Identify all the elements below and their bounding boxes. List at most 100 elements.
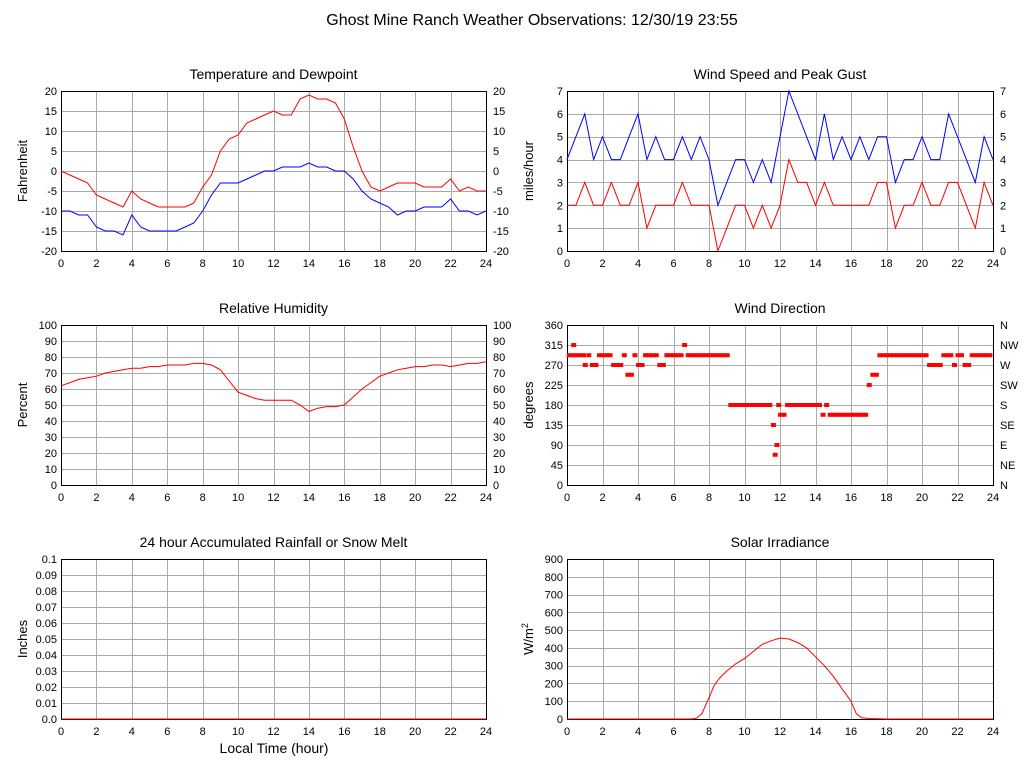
rain-y-axis-label: Inches [15,619,30,658]
temp-ytick-label-right: 15 [493,106,505,118]
dir-ytick-label: 360 [545,320,563,332]
dir-point [717,353,723,358]
wind-xtick-label: 6 [670,258,676,270]
temp-xtick-label: 10 [232,258,244,270]
dir-xtick-label: 12 [774,492,786,504]
rain-ytick-label: 0.05 [36,634,57,646]
dir-point [776,403,782,407]
dir-compass-label: SE [1000,420,1015,432]
dir-ytick-label: 270 [545,360,563,372]
wind-ytick-label: 4 [557,155,563,167]
dir-xtick-label: 4 [635,492,641,504]
dir-point [930,363,936,367]
wind-ytick-label: 6 [557,109,563,121]
rh-xtick-label: 16 [338,492,350,504]
dir-ytick-label: 225 [545,380,563,392]
dir-point [905,353,911,358]
x-axis-label: Local Time (hour) [220,740,329,756]
dir-point [948,353,954,358]
wind-xtick-label: 20 [916,258,928,270]
dir-frame [567,325,994,486]
solar-xtick-label: 16 [845,726,857,738]
rain-xtick-label: 24 [480,726,492,738]
dir-point [774,443,780,447]
solar-ytick-label: 300 [545,661,563,673]
rh-xtick-label: 14 [303,492,315,504]
wind-ytick-label: 1 [557,223,563,235]
rh-ytick-label: 30 [45,432,57,444]
dir-point [951,363,957,367]
dir-point [639,363,645,367]
wind-ytick-label: 0 [557,246,563,258]
wind-xtick-label: 10 [738,258,750,270]
rh-ytick-label: 60 [45,384,57,396]
temp-xtick-label: 16 [338,258,350,270]
rh-ytick-label: 10 [45,464,57,476]
dir-point [604,353,610,358]
temp-ytick-label-right: -5 [493,186,503,198]
rh-ytick-label: 20 [45,448,57,460]
dir-point [834,412,840,417]
rain-ytick-label: 0.06 [36,618,57,630]
wind-y-axis-label: miles/hour [521,140,536,201]
dir-point [827,412,833,417]
wind-xtick-label: 12 [774,258,786,270]
wind-xtick-label: 4 [635,258,641,270]
dir-point [607,353,613,358]
dir-point [756,403,762,407]
wind-ytick-label-right: 0 [1000,246,1006,258]
dir-point [788,403,794,407]
dir-point [767,403,773,407]
dir-point [849,412,854,417]
rh-xtick-label: 8 [200,492,206,504]
dir-point [941,353,947,358]
temp-ytick-label-right: -10 [493,206,509,218]
rain-ytick-label: 0.08 [36,586,57,598]
dir-point [749,403,755,407]
solar-xtick-label: 2 [599,726,605,738]
dir-point [934,363,940,367]
dir-point [710,353,716,358]
temp-ytick-label-right: 0 [493,166,499,178]
rh-ytick-label-right: 0 [493,480,499,492]
dir-ytick-label: 45 [551,460,563,472]
dir-point [856,412,862,417]
solar-ytick-label: 100 [545,696,563,708]
wind-xtick-label: 14 [809,258,821,270]
rh-xtick-label: 12 [267,492,279,504]
dir-point [566,353,572,358]
solar-series-line [567,637,993,720]
dir-point [912,353,918,358]
temp-xtick-label: 14 [303,258,315,270]
solar-xtick-label: 0 [564,726,570,738]
rain-ytick-label: 0.09 [36,570,57,582]
dir-point [987,353,993,358]
temp-xtick-label: 4 [129,258,135,270]
temp-ytick-label: 0 [51,166,57,178]
dir-xtick-label: 20 [916,492,928,504]
dir-point [746,403,752,407]
dir-point [643,353,649,358]
dir-point [909,353,915,358]
dir-point [738,403,744,407]
rain-xtick-label: 10 [232,726,244,738]
dir-point [675,353,681,358]
wind-xtick-label: 22 [951,258,963,270]
wind-xtick-label: 18 [880,258,892,270]
wind-series-line [566,89,994,208]
dir-point [920,353,925,358]
dir-point [660,363,666,367]
temp-xtick-label: 0 [58,258,64,270]
dir-point [983,353,989,358]
dir-compass-label: S [1000,400,1007,412]
dir-point [902,353,908,358]
dir-ytick-label: 90 [551,440,563,452]
dir-point [724,353,730,358]
solar-xtick-label: 18 [880,726,892,738]
dir-point [802,403,808,407]
solar-ytick-label: 400 [545,643,563,655]
page-title: Ghost Mine Ranch Weather Observations: 1… [326,12,738,29]
solar-ytick-label: 0 [557,714,563,726]
